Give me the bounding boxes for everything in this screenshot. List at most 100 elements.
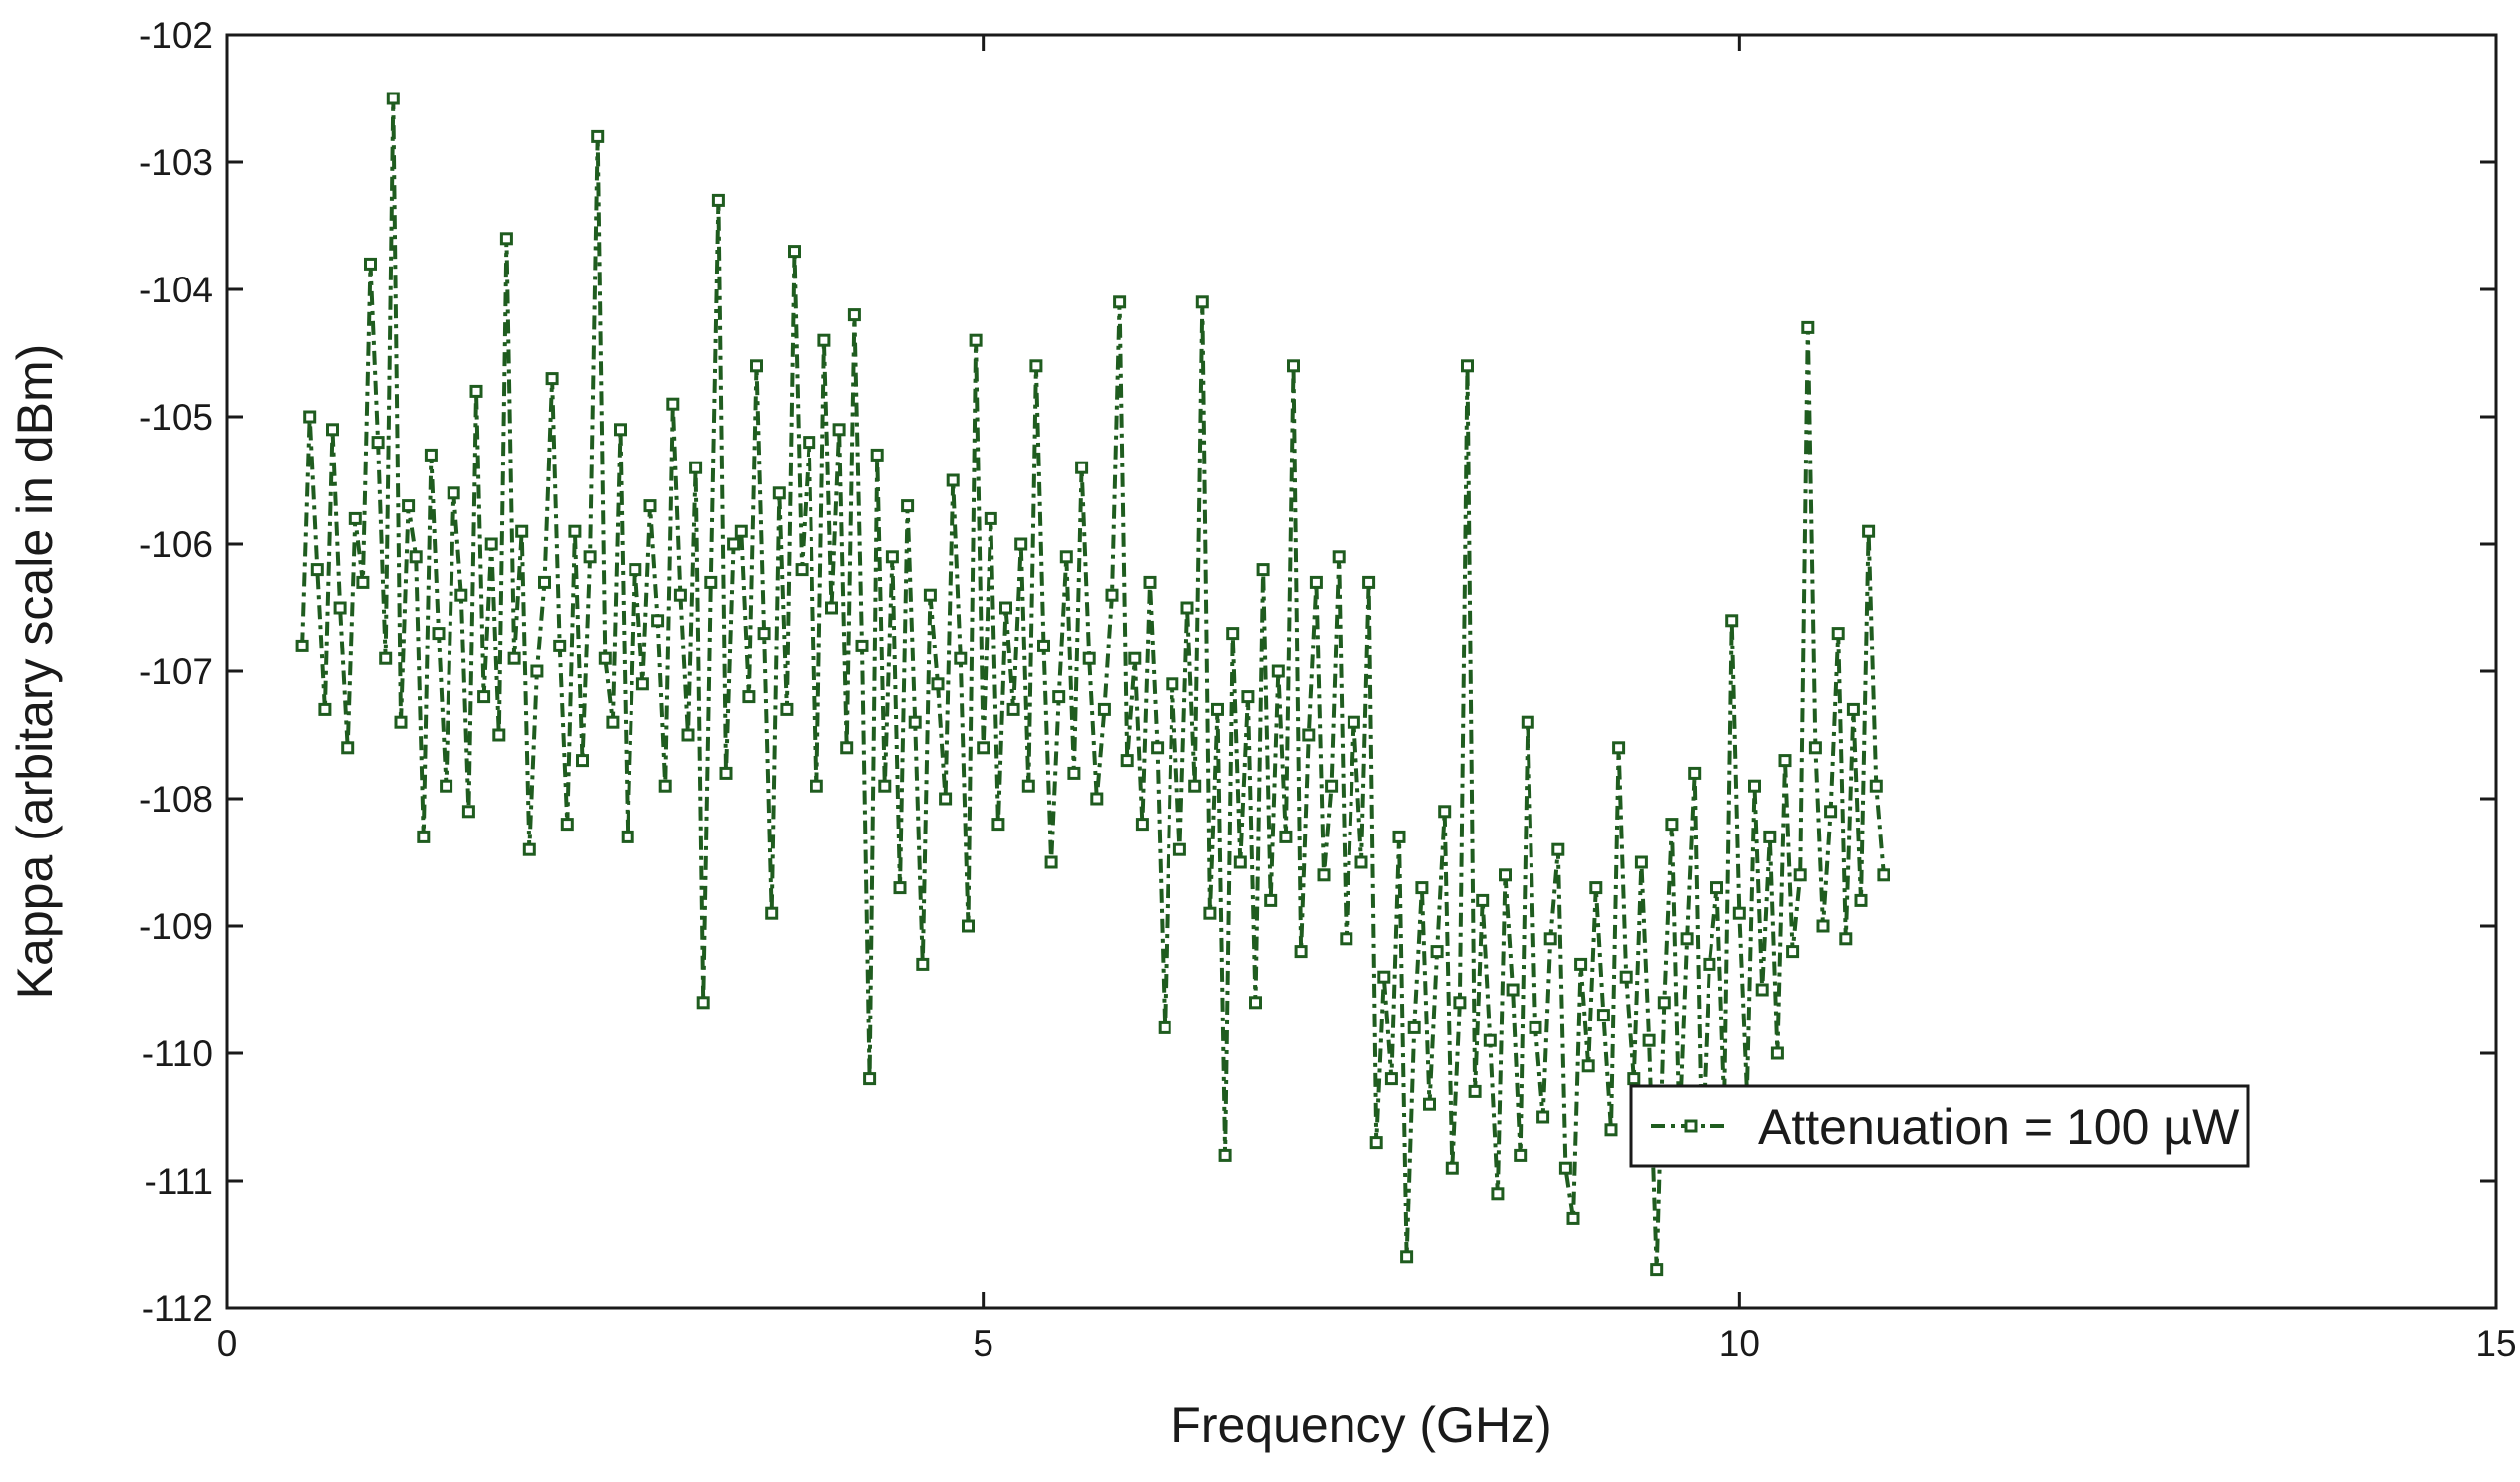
- data-point: [1808, 741, 1822, 755]
- y-tick-label: -107: [139, 651, 213, 692]
- data-point: [788, 245, 801, 259]
- data-point: [954, 651, 968, 665]
- data-point: [1778, 754, 1792, 768]
- data-point: [1665, 818, 1679, 832]
- data-point: [1279, 830, 1293, 843]
- x-axis-label: Frequency (GHz): [1170, 1397, 1551, 1453]
- data-point: [893, 881, 907, 895]
- data-point: [750, 359, 763, 373]
- data-point: [1135, 818, 1149, 832]
- data-point: [1619, 970, 1633, 984]
- data-point: [1256, 563, 1270, 577]
- data-point: [348, 511, 362, 525]
- data-point: [1059, 550, 1073, 564]
- data-point: [1021, 779, 1035, 793]
- y-tick-label: -112: [142, 1288, 213, 1329]
- data-point: [727, 537, 741, 551]
- data-point: [295, 639, 309, 652]
- data-point: [1430, 945, 1444, 959]
- data-point: [1090, 792, 1104, 806]
- data-point: [1703, 957, 1716, 971]
- data-point: [1854, 893, 1868, 907]
- data-point: [1650, 1263, 1664, 1277]
- data-point: [402, 499, 416, 513]
- data-point: [1172, 842, 1186, 856]
- data-point: [1105, 588, 1119, 602]
- data-point: [1362, 575, 1376, 589]
- data-point: [394, 715, 408, 729]
- data-point: [765, 906, 779, 920]
- series-line: [300, 96, 1886, 1272]
- data-point: [1506, 983, 1520, 997]
- data-point: [832, 423, 846, 437]
- data-point: [1067, 766, 1081, 780]
- data-point: [666, 397, 680, 411]
- data-point: [515, 524, 529, 538]
- data-point: [946, 473, 960, 487]
- x-tick-label: 15: [2475, 1323, 2516, 1364]
- y-tick-label: -111: [144, 1161, 213, 1202]
- data-point: [1287, 359, 1300, 373]
- data-point: [1340, 932, 1353, 946]
- data-point: [614, 423, 627, 437]
- data-point: [991, 818, 1005, 832]
- data-point: [1188, 779, 1202, 793]
- data-point: [507, 651, 521, 665]
- x-tick-label: 0: [217, 1323, 238, 1364]
- y-tick-label: -110: [142, 1033, 213, 1074]
- data-point: [681, 728, 695, 742]
- data-point: [371, 436, 385, 450]
- data-point: [1438, 805, 1452, 819]
- data-point: [1574, 957, 1588, 971]
- data-point: [1082, 651, 1096, 665]
- data-point: [719, 766, 733, 780]
- y-axis-label: Kappa (arbitary scale in dBm): [7, 344, 63, 1000]
- data-point: [1407, 1020, 1421, 1034]
- data-point: [1044, 855, 1058, 869]
- data-point: [1302, 728, 1316, 742]
- data-point: [1461, 359, 1474, 373]
- data-point: [1384, 1072, 1398, 1086]
- data-point: [424, 448, 438, 462]
- data-point: [939, 792, 953, 806]
- data-point: [999, 601, 1012, 615]
- data-point: [1037, 639, 1050, 652]
- data-point: [969, 333, 983, 347]
- data-point: [522, 842, 536, 856]
- y-tick-label: -103: [139, 142, 213, 183]
- data-point: [318, 702, 332, 716]
- data-point: [553, 639, 567, 652]
- data-point: [1732, 906, 1746, 920]
- data-point: [1642, 1033, 1656, 1047]
- data-point: [1831, 627, 1845, 641]
- data-point: [477, 690, 491, 704]
- data-point: [1748, 779, 1761, 793]
- data-point: [364, 257, 377, 271]
- data-point: [931, 677, 945, 691]
- data-point: [977, 741, 990, 755]
- data-point: [962, 919, 975, 933]
- data-point: [1468, 1084, 1482, 1098]
- data-point: [1075, 461, 1089, 474]
- data-point: [1271, 664, 1285, 678]
- x-tick-label: 10: [1719, 1323, 1760, 1364]
- data-point: [1543, 932, 1557, 946]
- data-point: [923, 588, 937, 602]
- data-point: [1203, 906, 1217, 920]
- data-point: [1536, 1110, 1550, 1124]
- data-point: [1354, 855, 1368, 869]
- data-point: [1688, 766, 1702, 780]
- data-point: [545, 372, 559, 386]
- y-tick-label: -108: [139, 779, 213, 820]
- data-point: [568, 524, 582, 538]
- data-point: [1491, 1187, 1505, 1201]
- data-point: [1014, 537, 1028, 551]
- legend-box: [1629, 1084, 2250, 1168]
- data-point: [1529, 1020, 1542, 1034]
- data-point: [447, 486, 460, 500]
- data-point: [901, 499, 915, 513]
- data-point: [772, 486, 786, 500]
- data-point: [1158, 1020, 1171, 1034]
- data-point: [1294, 945, 1308, 959]
